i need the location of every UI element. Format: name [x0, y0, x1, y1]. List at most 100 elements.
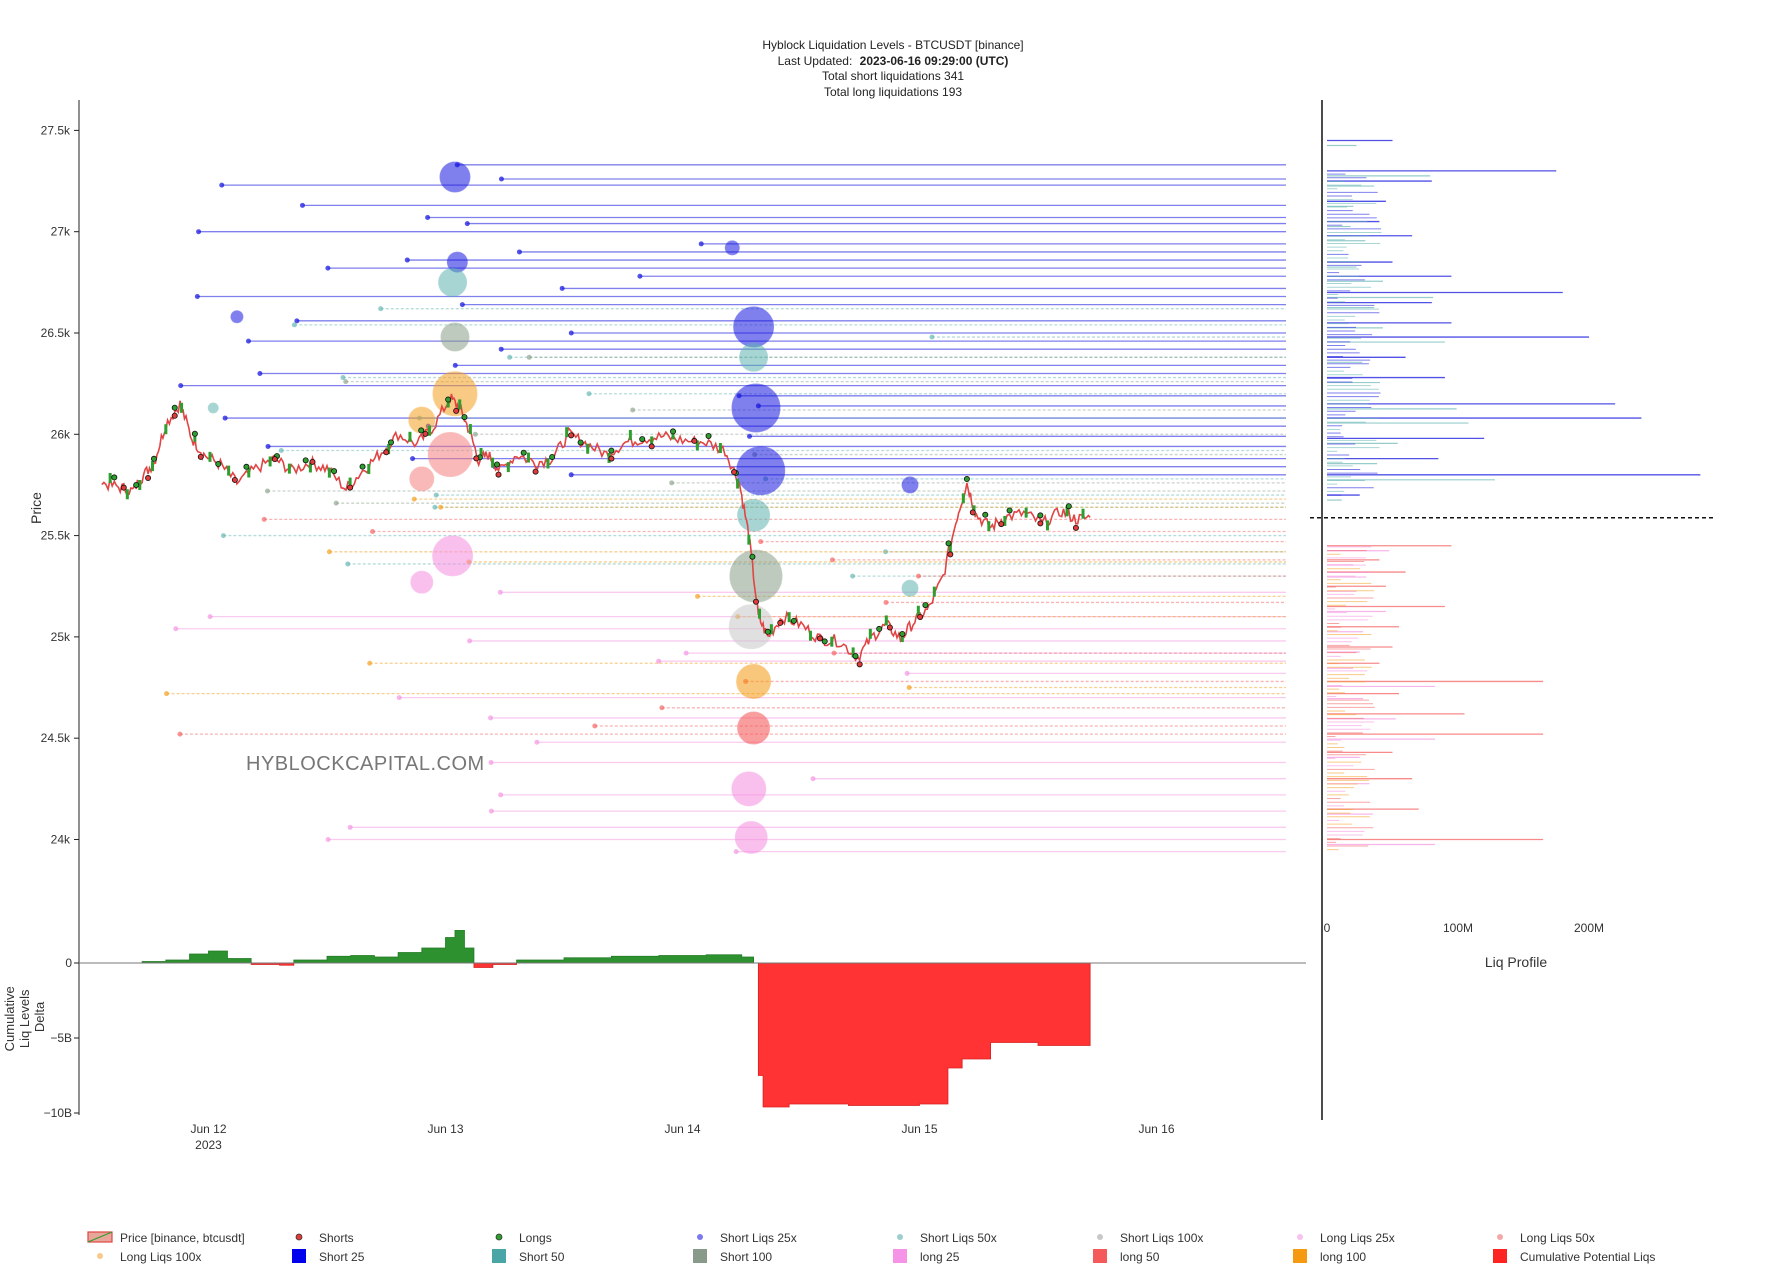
legend-label: Short 100 [720, 1250, 772, 1264]
price-candle [247, 467, 251, 478]
price-candle [308, 462, 312, 473]
long-100x-level-dot [411, 496, 417, 502]
price-candle [695, 440, 699, 451]
long-trade-dot [171, 404, 178, 411]
long-25x-level-dot [325, 836, 331, 842]
price-candle [787, 612, 791, 623]
price-candle [428, 425, 432, 436]
price-candle [491, 457, 495, 468]
short-trade-dot [495, 471, 502, 478]
liq-cluster-bubble [432, 371, 478, 417]
long-liq-total: Total long liquidations 193 [824, 85, 962, 99]
price-candle [736, 478, 740, 489]
legend-square-marker [693, 1249, 707, 1263]
legend-dot-marker [897, 1234, 903, 1240]
legend-dot-marker [97, 1253, 103, 1259]
long-trade-dot [852, 653, 859, 660]
legend-label: Short 50 [519, 1250, 565, 1264]
short-25x-level-dot [559, 285, 565, 291]
price-candle [108, 472, 112, 483]
liq-cluster-bubble [439, 161, 471, 193]
long-trade-dot [705, 432, 712, 439]
price-tick-label: 24k [51, 832, 71, 846]
short-25x-level-dot [498, 176, 504, 182]
year-tick-label: 2023 [195, 1138, 222, 1152]
short-25x-level-dot [516, 249, 522, 255]
legend-square-marker [893, 1249, 907, 1263]
price-candle [628, 429, 632, 440]
legend-label: long 50 [1120, 1250, 1160, 1264]
short-100x-level-dot [472, 431, 478, 437]
long-trade-dot [494, 461, 501, 468]
price-y-ticks: 24k 24.5k 25k 25.5k 26k 26.5k 27k 27.5k [41, 123, 79, 846]
long-100x-level-dot [367, 660, 373, 666]
short-25x-level-dot [498, 346, 504, 352]
price-candle [1065, 506, 1069, 517]
short-50x-level-dot [929, 334, 935, 340]
long-50x-level-dot [883, 599, 889, 605]
legend-label: Short Liqs 100x [1120, 1231, 1203, 1245]
liq-cluster-bubble [901, 476, 919, 494]
long-trade-dot [461, 414, 468, 421]
short-25x-level-dot [245, 338, 251, 344]
date-tick-label: Jun 16 [1138, 1122, 1174, 1136]
liq-cluster-bubble [438, 267, 468, 297]
long-trade-dot [445, 396, 452, 403]
price-candle [884, 615, 888, 626]
short-trade-dot [947, 551, 954, 558]
long-50x-level-dot [829, 557, 835, 563]
short-25x-level-dot [464, 221, 470, 227]
long-trade-dot [764, 628, 771, 635]
short-25x-level-dot [265, 443, 271, 449]
long-25x-level-dot [810, 776, 816, 782]
long-25x-level-dot [904, 670, 910, 676]
price-candle [987, 521, 991, 532]
price-candle [830, 636, 834, 647]
short-100x-level-dot [264, 488, 270, 494]
long-trade-dot [670, 428, 677, 435]
price-tick-label: 27.5k [41, 123, 71, 137]
short-100x-level-dot [526, 354, 532, 360]
price-candle [506, 462, 510, 473]
price-candle [327, 467, 331, 478]
price-candle [138, 479, 142, 490]
legend-square-marker [492, 1249, 506, 1263]
short-trade-dot [347, 484, 354, 491]
short-50x-level-dot [278, 447, 284, 453]
liq-profile-title: Liq Profile [1485, 954, 1547, 970]
long-25x-level-dot [488, 715, 494, 721]
short-25x-level-dot [425, 215, 431, 221]
last-updated: Last Updated: 2023-06-16 09:29:00 (UTC) [778, 54, 1009, 68]
price-candle [916, 605, 920, 616]
price-candle [458, 399, 462, 410]
short-trade-dot [171, 412, 178, 419]
date-tick-label: Jun 12 [190, 1122, 226, 1136]
long-trade-dot [191, 430, 198, 437]
short-50x-level-dot [433, 492, 439, 498]
short-trade-dot [422, 430, 429, 437]
liq-cluster-bubble [410, 570, 434, 594]
long-trade-dot [387, 439, 394, 446]
price-candle [164, 424, 168, 435]
price-candle [125, 489, 129, 500]
short-100x-level-dot [630, 407, 636, 413]
short-25x-level-dot [257, 371, 263, 377]
long-25x-level-dot [534, 739, 540, 745]
liq-cluster-bubble [731, 771, 767, 807]
long-trade-dot [133, 481, 140, 488]
price-candle [408, 431, 412, 442]
price-candle [650, 436, 654, 447]
price-candle [868, 628, 872, 639]
legend-price-swatch-line [87, 1231, 113, 1243]
long-100x-level-dot [326, 549, 332, 555]
long-trade-dot [963, 476, 970, 483]
legend-dot-marker [1297, 1234, 1303, 1240]
price-candle [468, 424, 472, 435]
price-candle [671, 429, 675, 440]
liq-bubble-layer [207, 161, 919, 854]
legend-square-marker [1493, 1249, 1507, 1263]
liq-cluster-bubble [724, 240, 740, 256]
price-candle [227, 465, 231, 476]
legend-label: Long Liqs 50x [1520, 1231, 1595, 1245]
long-trade-dot [1065, 503, 1072, 510]
